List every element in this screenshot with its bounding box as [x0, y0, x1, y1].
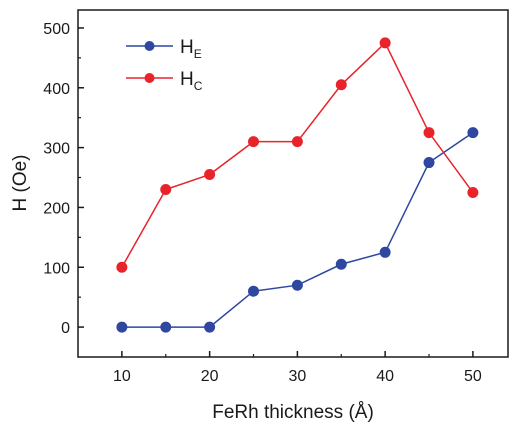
data-point-hc	[116, 261, 128, 273]
data-point-hc	[335, 79, 347, 91]
data-point-he	[116, 321, 128, 333]
data-point-hc	[160, 183, 172, 195]
x-tick-label: 50	[464, 368, 482, 385]
x-axis-title: FeRh thickness (Å)	[212, 402, 374, 423]
data-point-hc	[248, 136, 260, 148]
y-tick-label: 400	[43, 81, 70, 98]
y-axis-title: H (Oe)	[10, 155, 31, 212]
x-tick-label: 40	[376, 368, 394, 385]
y-axis-ticks: 0 100 200 300 400 500	[43, 21, 84, 337]
plot-frame	[77, 9, 509, 358]
x-tick-label: 20	[201, 368, 219, 385]
data-point-he	[160, 321, 172, 333]
y-tick-label: 500	[43, 21, 70, 38]
data-point-hc	[467, 186, 479, 198]
y-tick-label: 200	[43, 200, 70, 217]
x-tick-label: 30	[288, 368, 306, 385]
data-point-he	[335, 258, 347, 270]
data-point-hc	[379, 37, 391, 49]
series-line-he	[121, 132, 474, 328]
data-point-hc	[423, 127, 435, 139]
y-tick-label: 0	[61, 320, 70, 337]
legend-marker	[144, 73, 155, 83]
data-point-he	[423, 157, 435, 169]
legend: HE HC	[126, 37, 203, 93]
legend-label-subscript: C	[194, 79, 203, 93]
legend-label: HE	[180, 37, 202, 61]
data-point-he	[291, 279, 303, 291]
data-point-hc	[204, 169, 216, 181]
data-point-he	[467, 127, 479, 139]
x-axis-ticks: 10 20 30 40 50	[113, 351, 482, 385]
legend-label: HC	[180, 69, 203, 93]
legend-marker	[144, 41, 155, 51]
data-point-he	[379, 246, 391, 258]
series-layer	[116, 37, 479, 333]
x-tick-label: 10	[113, 368, 131, 385]
legend-label-subscript: E	[194, 47, 202, 61]
series-line-hc	[121, 41, 474, 268]
data-point-hc	[291, 136, 303, 148]
y-tick-label: 100	[43, 260, 70, 277]
data-point-he	[248, 285, 260, 297]
data-point-he	[204, 321, 216, 333]
y-tick-label: 300	[43, 141, 70, 158]
